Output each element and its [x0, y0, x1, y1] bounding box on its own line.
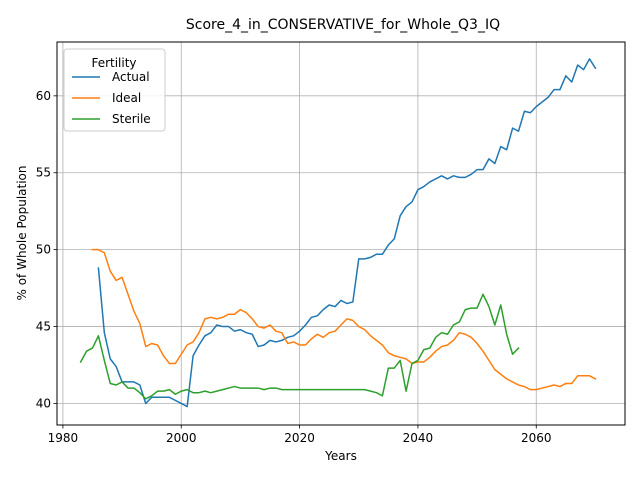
axis-ticks: 1980 2000 2020 2040 2060 40 45 50 55 60	[36, 89, 552, 445]
x-axis-label: Years	[324, 449, 357, 463]
series-lines	[79, 58, 597, 408]
x-tick-label: 2040	[403, 431, 434, 445]
x-tick-label: 2000	[166, 431, 197, 445]
chart-title: Score_4_in_CONSERVATIVE_for_Whole_Q3_IQ	[186, 17, 500, 33]
y-tick-label: 60	[36, 89, 51, 103]
plot-frame	[56, 41, 626, 426]
series-line-sterile	[79, 293, 520, 400]
legend-entries: Actual Ideal Sterile	[72, 70, 151, 126]
x-tick-label: 2060	[521, 431, 552, 445]
legend-label-sterile: Sterile	[112, 112, 151, 126]
legend-title: Fertility	[91, 56, 136, 70]
y-tick-label: 50	[36, 243, 51, 257]
grid	[57, 42, 625, 425]
legend-label-actual: Actual	[112, 70, 150, 84]
legend-label-ideal: Ideal	[112, 91, 141, 105]
legend-box	[63, 48, 166, 132]
series-line-ideal	[91, 248, 597, 391]
x-tick-label: 1980	[48, 431, 79, 445]
y-tick-label: 45	[36, 320, 51, 334]
y-tick-label: 40	[36, 396, 51, 410]
x-tick-label: 2020	[284, 431, 315, 445]
y-axis-label: % of Whole Population	[15, 166, 29, 301]
y-tick-label: 55	[36, 166, 51, 180]
series-line-actual	[97, 58, 597, 408]
legend: Fertility Actual Ideal Sterile	[63, 48, 166, 132]
